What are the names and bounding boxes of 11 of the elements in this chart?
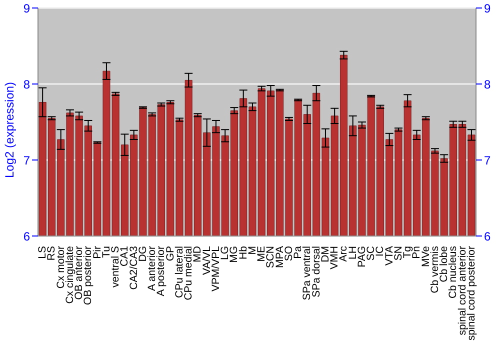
y2-tick-label: 9 bbox=[484, 1, 491, 16]
y-axis-title: Log2 (expression) bbox=[2, 82, 16, 178]
y-tick-label: 7 bbox=[23, 153, 30, 168]
x-tick-label: Cx cingulate bbox=[64, 246, 76, 304]
y-tick-label: 6 bbox=[23, 229, 30, 244]
y2-tick-label: 7 bbox=[484, 153, 491, 168]
y-tick-label: 9 bbox=[23, 1, 30, 16]
y2-tick-label: 8 bbox=[484, 77, 491, 92]
y2-tick-label: 6 bbox=[484, 229, 491, 244]
y-tick-label: 8 bbox=[23, 77, 30, 92]
x-tick-label: RS bbox=[46, 246, 58, 261]
